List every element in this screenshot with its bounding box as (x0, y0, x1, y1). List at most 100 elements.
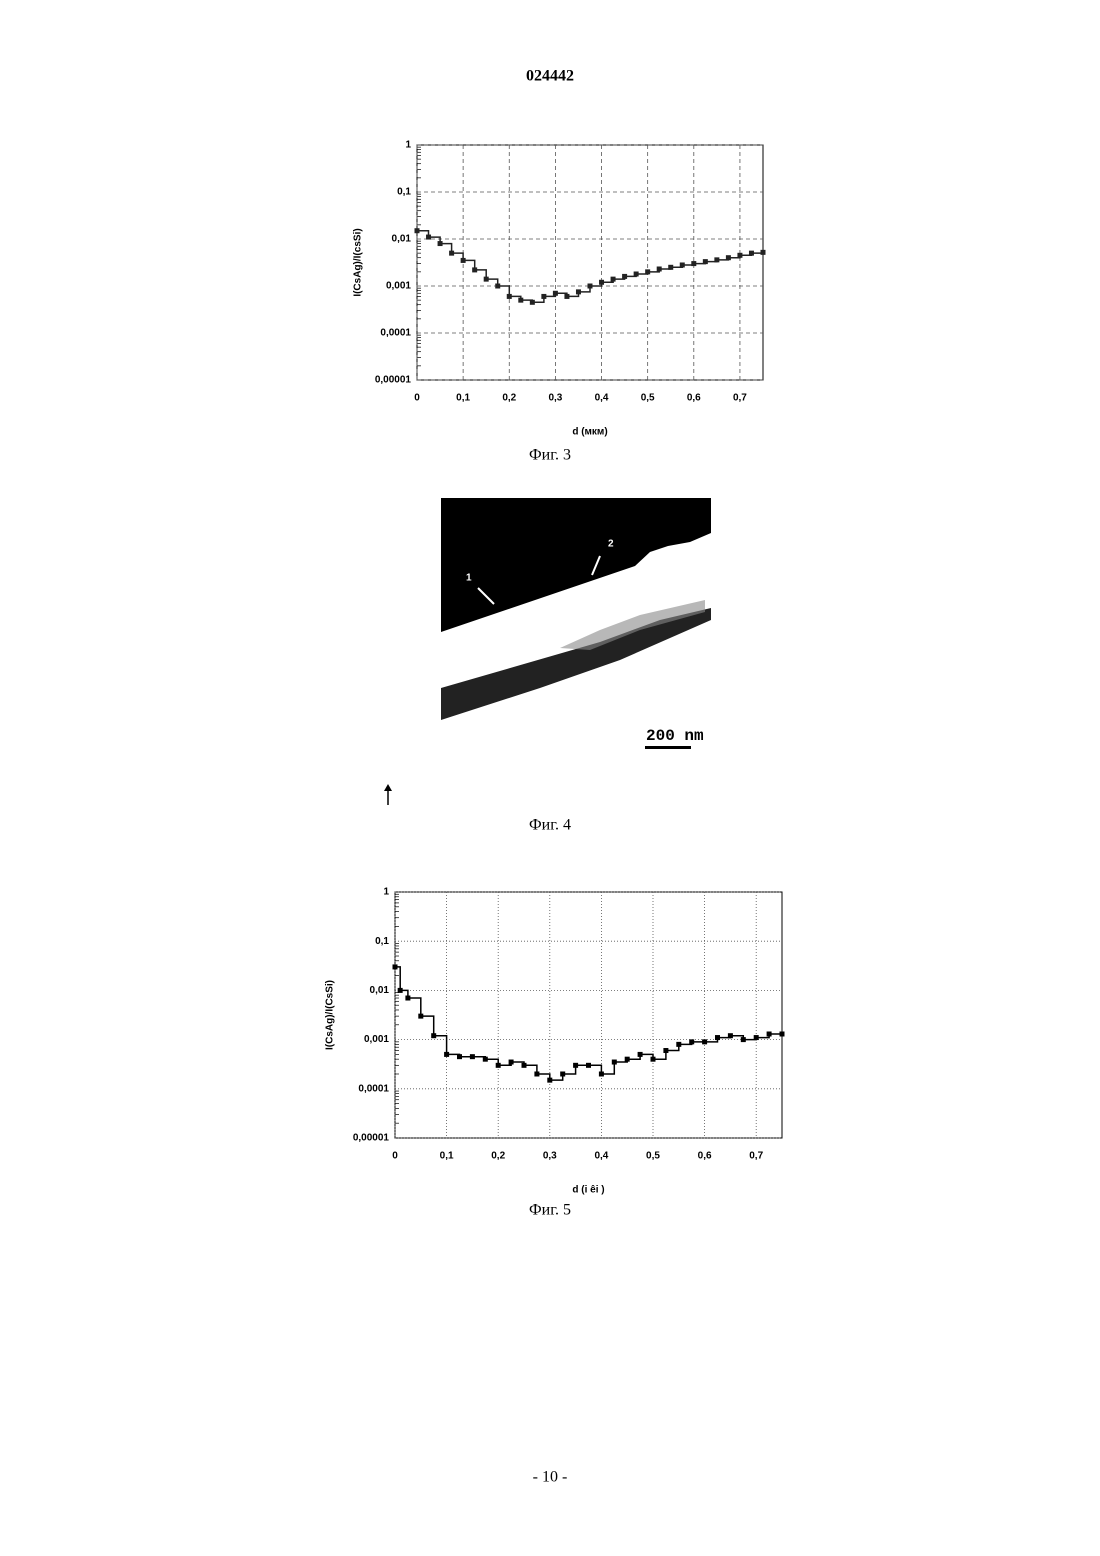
data-point (622, 274, 627, 279)
data-point (754, 1035, 759, 1040)
data-point (714, 257, 719, 262)
x-tick-label: 0,3 (543, 1151, 557, 1162)
x-tick-label: 0,4 (594, 1151, 608, 1162)
doc-number: 024442 (526, 68, 574, 85)
data-point (461, 258, 466, 263)
data-point (431, 1033, 436, 1038)
y-tick-label: 0,00001 (375, 375, 412, 386)
figure-caption: Фиг. 3 (529, 447, 571, 464)
data-point (651, 1057, 656, 1062)
x-axis-label: d (мкм) (572, 427, 607, 438)
scale-bar (645, 746, 691, 749)
x-tick-label: 0,6 (698, 1151, 712, 1162)
data-point (599, 1071, 604, 1076)
y-tick-label: 1 (383, 887, 389, 898)
data-point (495, 284, 500, 289)
data-point (634, 272, 639, 277)
x-axis-label: d (i êi ) (572, 1185, 604, 1196)
data-point (398, 988, 403, 993)
y-tick-label: 0,1 (397, 187, 411, 198)
data-point (472, 267, 477, 272)
data-point (741, 1037, 746, 1042)
data-point (599, 280, 604, 285)
scale-bar-label: 200 nm (646, 727, 704, 745)
y-tick-label: 0,1 (375, 936, 389, 947)
data-point (484, 277, 489, 282)
data-point (534, 1071, 539, 1076)
x-tick-label: 0,7 (733, 393, 747, 404)
data-point (553, 291, 558, 296)
data-point (426, 235, 431, 240)
x-tick-label: 0 (414, 393, 420, 404)
data-point (449, 251, 454, 256)
label-2: 2 (608, 539, 614, 550)
data-point (680, 262, 685, 267)
y-tick-label: 0,00001 (353, 1133, 390, 1144)
data-point (663, 1048, 668, 1053)
data-point (703, 259, 708, 264)
data-point (507, 294, 512, 299)
x-tick-label: 0,2 (502, 393, 516, 404)
data-point (547, 1078, 552, 1083)
data-point (657, 266, 662, 271)
data-point (612, 1060, 617, 1065)
background (0, 0, 1100, 1556)
data-point (496, 1063, 501, 1068)
data-point (691, 261, 696, 266)
y-tick-label: 0,01 (370, 985, 390, 996)
data-point (702, 1039, 707, 1044)
x-tick-label: 0 (392, 1151, 398, 1162)
x-tick-label: 0,1 (440, 1151, 454, 1162)
data-point (726, 255, 731, 260)
x-tick-label: 0,5 (641, 393, 655, 404)
data-point (541, 294, 546, 299)
page: 024442 1 2 200 nm Фиг. 4 - 10 - 0,000010… (0, 0, 1100, 1556)
data-point (676, 1042, 681, 1047)
data-point (728, 1033, 733, 1038)
data-point (715, 1035, 720, 1040)
y-tick-label: 0,001 (386, 281, 411, 292)
y-tick-label: 1 (405, 140, 411, 151)
x-tick-label: 0,5 (646, 1151, 660, 1162)
data-point (522, 1063, 527, 1068)
x-tick-label: 0,2 (491, 1151, 505, 1162)
data-point (444, 1052, 449, 1057)
data-point (645, 269, 650, 274)
data-point (530, 300, 535, 305)
data-point (761, 250, 766, 255)
data-point (418, 1014, 423, 1019)
data-point (689, 1039, 694, 1044)
data-point (749, 251, 754, 256)
x-tick-label: 0,7 (749, 1151, 763, 1162)
data-point (588, 284, 593, 289)
data-point (564, 294, 569, 299)
data-point (611, 277, 616, 282)
data-point (576, 289, 581, 294)
x-tick-label: 0,3 (548, 393, 562, 404)
data-point (509, 1060, 514, 1065)
x-tick-label: 0,6 (687, 393, 701, 404)
x-tick-label: 0,4 (595, 393, 609, 404)
y-tick-label: 0,0001 (358, 1083, 389, 1094)
data-point (438, 241, 443, 246)
data-point (638, 1052, 643, 1057)
document: 024442 1 2 200 nm Фиг. 4 - 10 - 0,000010… (0, 0, 1100, 1556)
data-point (767, 1031, 772, 1036)
y-tick-label: 0,001 (364, 1034, 389, 1045)
y-axis-label: I(CsAg)/I(csSi) (353, 228, 364, 296)
data-point (518, 298, 523, 303)
data-point (737, 253, 742, 258)
data-point (405, 996, 410, 1001)
data-point (483, 1057, 488, 1062)
data-point (415, 228, 420, 233)
data-point (625, 1057, 630, 1062)
y-tick-label: 0,0001 (380, 328, 411, 339)
figure-caption: Фиг. 4 (529, 817, 571, 834)
data-point (470, 1054, 475, 1059)
data-point (668, 265, 673, 270)
y-tick-label: 0,01 (392, 234, 412, 245)
data-point (573, 1063, 578, 1068)
y-axis-label: I(CsAg)/I(CsSi) (325, 980, 336, 1050)
data-point (586, 1063, 591, 1068)
data-point (780, 1031, 785, 1036)
